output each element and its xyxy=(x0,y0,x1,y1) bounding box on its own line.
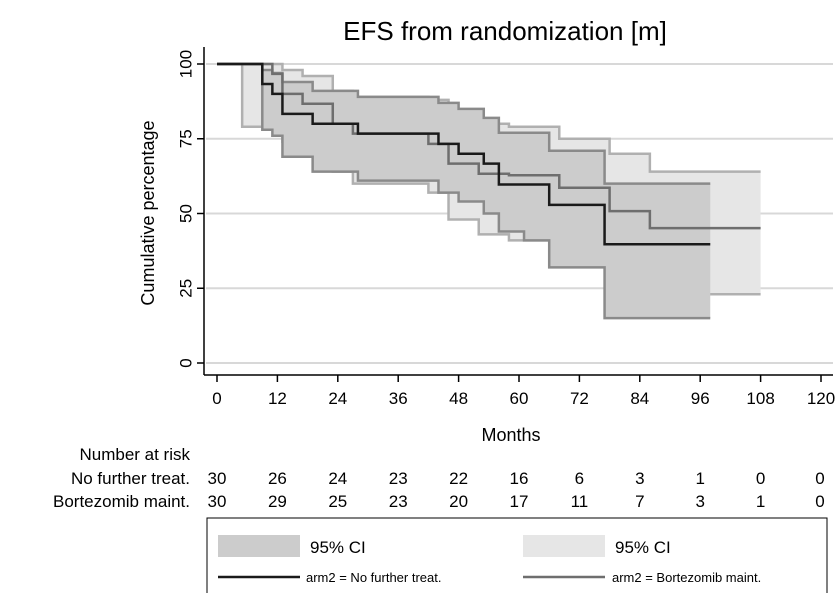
risk-cell-0-10: 0 xyxy=(815,469,824,488)
x-axis-label: Months xyxy=(481,425,540,445)
x-tick-label-10: 120 xyxy=(807,389,835,408)
x-tick-label-5: 60 xyxy=(510,389,529,408)
risk-cell-0-8: 1 xyxy=(695,469,704,488)
risk-cell-0-0: 30 xyxy=(208,469,227,488)
risk-row-label-1: Bortezomib maint. xyxy=(53,492,190,511)
legend-label-no-further-treat: arm2 = No further treat. xyxy=(306,570,441,585)
legend-label-bortezomib-maint: arm2 = Bortezomib maint. xyxy=(612,570,761,585)
risk-cell-0-9: 0 xyxy=(756,469,765,488)
y-tick-label-3: 75 xyxy=(176,129,195,148)
risk-cell-0-7: 3 xyxy=(635,469,644,488)
risk-cell-1-4: 20 xyxy=(449,492,468,511)
legend-label-ci-1: 95% CI xyxy=(310,538,366,557)
risk-cell-0-6: 6 xyxy=(575,469,584,488)
y-axis-label: Cumulative percentage xyxy=(138,120,158,305)
chart-title: EFS from randomization [m] xyxy=(343,16,667,46)
legend: 95% CI 95% CI arm2 = No further treat. a… xyxy=(206,517,828,593)
x-tick-label-2: 24 xyxy=(328,389,347,408)
curve-1 xyxy=(217,62,761,230)
ci-lower-0 xyxy=(217,62,711,320)
risk-cell-1-1: 29 xyxy=(268,492,287,511)
risk-row-label-0: No further treat. xyxy=(71,469,190,488)
risk-table-title: Number at risk xyxy=(79,445,190,464)
x-tick-label-9: 108 xyxy=(746,389,774,408)
x-tick-label-6: 72 xyxy=(570,389,589,408)
risk-cell-1-6: 11 xyxy=(571,492,589,511)
risk-table: No further treat. 30 26 24 23 22 16 6 3 1 0 0Bortez… xyxy=(53,469,825,511)
legend-swatch-ci-1 xyxy=(218,535,300,557)
risk-cell-0-2: 24 xyxy=(328,469,347,488)
ci-bands xyxy=(217,62,761,320)
risk-cell-0-5: 16 xyxy=(510,469,529,488)
axes: 0 25 50 75 100 0 12 24 36 48 60 72 84 96 108 120 xyxy=(176,47,835,408)
x-tick-label-0: 0 xyxy=(212,389,221,408)
x-tick-label-8: 96 xyxy=(691,389,710,408)
survival-curves xyxy=(217,62,761,246)
curve-0 xyxy=(217,62,711,246)
risk-cell-0-4: 22 xyxy=(449,469,468,488)
risk-cell-1-3: 23 xyxy=(389,492,408,511)
risk-cell-0-3: 23 xyxy=(389,469,408,488)
ci-band-0 xyxy=(217,64,711,319)
x-tick-label-1: 12 xyxy=(268,389,287,408)
legend-box xyxy=(206,517,828,593)
risk-cell-1-2: 25 xyxy=(328,492,347,511)
x-tick-label-4: 48 xyxy=(449,389,468,408)
legend-label-ci-2: 95% CI xyxy=(615,538,671,557)
y-tick-label-2: 50 xyxy=(176,204,195,223)
y-tick-label-0: 0 xyxy=(176,358,195,367)
risk-cell-1-10: 0 xyxy=(815,492,824,511)
risk-cell-0-1: 26 xyxy=(268,469,287,488)
x-tick-label-7: 84 xyxy=(630,389,649,408)
x-tick-label-3: 36 xyxy=(389,389,408,408)
y-tick-label-1: 25 xyxy=(176,279,195,298)
risk-cell-1-9: 1 xyxy=(756,492,765,511)
risk-cell-1-5: 17 xyxy=(510,492,529,511)
risk-cell-1-0: 30 xyxy=(208,492,227,511)
y-tick-label-4: 100 xyxy=(176,50,195,78)
risk-cell-1-7: 7 xyxy=(635,492,644,511)
legend-swatch-ci-2 xyxy=(523,535,605,557)
risk-cell-1-8: 3 xyxy=(695,492,704,511)
